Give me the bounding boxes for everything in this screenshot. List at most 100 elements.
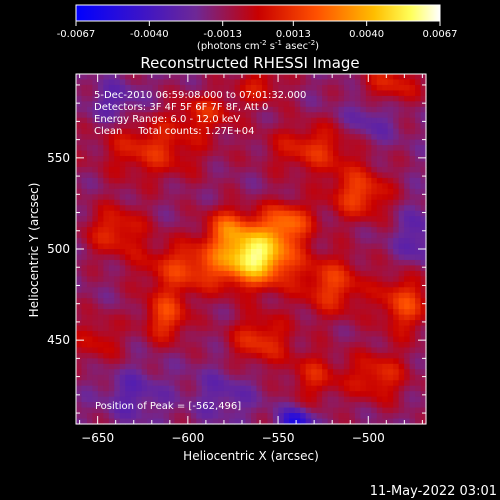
heatmap-cell: [382, 79, 389, 86]
heatmap-cell: [272, 172, 279, 179]
heatmap-cell: [229, 243, 236, 250]
heatmap-cell: [382, 106, 389, 113]
heatmap-cell: [108, 341, 115, 349]
heatmap-cell: [141, 303, 148, 310]
heatmap-cell: [114, 134, 121, 141]
heatmap-cell: [86, 172, 94, 179]
heatmap-cell: [387, 199, 394, 206]
heatmap-cell: [300, 74, 307, 81]
heatmap-cell: [327, 347, 334, 354]
heatmap-cell: [76, 402, 83, 409]
heatmap-cell: [300, 134, 307, 141]
heatmap-cell: [218, 391, 225, 398]
heatmap-cell: [245, 161, 252, 168]
heatmap-cell: [300, 325, 307, 332]
heatmap-cell: [283, 243, 290, 250]
heatmap-cell: [212, 210, 219, 217]
heatmap-cell: [125, 292, 132, 299]
heatmap-cell: [234, 221, 241, 228]
heatmap-cell: [223, 172, 230, 179]
heatmap-cell: [147, 188, 154, 195]
heatmap-cell: [179, 227, 186, 234]
heatmap-cell: [365, 380, 372, 387]
heatmap-cell: [212, 238, 219, 245]
heatmap-cell: [103, 325, 110, 332]
heatmap-cell: [179, 249, 186, 256]
heatmap-cell: [360, 74, 367, 81]
heatmap-cell: [207, 112, 214, 119]
heatmap-cell: [185, 413, 192, 420]
heatmap-cell: [97, 74, 104, 81]
heatmap-cell: [114, 112, 121, 119]
heatmap-cell: [174, 227, 181, 234]
heatmap-cell: [404, 325, 411, 332]
heatmap-cell: [152, 259, 159, 267]
heatmap-cell: [365, 216, 372, 223]
heatmap-cell: [360, 106, 367, 113]
heatmap-cell: [278, 238, 285, 245]
heatmap-cell: [141, 380, 148, 387]
heatmap-cell: [267, 418, 274, 425]
heatmap-cell: [125, 183, 132, 190]
heatmap-cell: [387, 336, 394, 343]
heatmap-cell: [168, 320, 176, 327]
heatmap-cell: [223, 95, 230, 102]
heatmap-cell: [158, 221, 165, 228]
heatmap-cell: [168, 276, 176, 283]
heatmap-cell: [163, 156, 170, 163]
heatmap-cell: [415, 145, 422, 152]
heatmap-cell: [371, 123, 378, 130]
heatmap-cell: [322, 172, 329, 179]
heatmap-cell: [261, 287, 269, 294]
heatmap-cell: [130, 150, 137, 157]
heatmap-cell: [338, 166, 345, 174]
heatmap-cell: [125, 238, 132, 245]
heatmap-cell: [382, 95, 389, 102]
x-tick-label: −650: [81, 431, 114, 445]
heatmap-cell: [86, 254, 94, 261]
heatmap-cell: [343, 380, 351, 387]
heatmap-cell: [108, 407, 115, 414]
heatmap-cell: [229, 183, 236, 190]
heatmap-cell: [147, 281, 154, 288]
heatmap-cell: [333, 95, 340, 102]
heatmap-cell: [201, 292, 208, 299]
heatmap-cell: [174, 391, 181, 398]
heatmap-cell: [278, 287, 285, 294]
heatmap-cell: [234, 402, 241, 409]
heatmap-cell: [382, 287, 389, 294]
heatmap-cell: [387, 123, 394, 130]
heatmap-cell: [234, 413, 241, 420]
heatmap-cell: [404, 374, 411, 381]
heatmap-cell: [229, 380, 236, 387]
heatmap-cell: [174, 352, 181, 359]
heatmap-cell: [130, 134, 137, 141]
heatmap-cell: [158, 298, 165, 305]
heatmap-cell: [333, 150, 340, 157]
heatmap-cell: [354, 407, 361, 414]
heatmap-cell: [382, 309, 389, 316]
heatmap-cell: [322, 396, 329, 403]
heatmap-cell: [196, 112, 203, 119]
heatmap-cell: [108, 123, 115, 130]
heatmap-cell: [256, 276, 263, 283]
heatmap-cell: [251, 188, 258, 195]
heatmap-cell: [393, 309, 400, 316]
heatmap-cell: [404, 194, 411, 201]
heatmap-cell: [103, 205, 110, 212]
heatmap-cell: [185, 150, 192, 157]
heatmap-cell: [272, 380, 279, 387]
heatmap-cell: [393, 117, 400, 124]
heatmap-cell: [256, 292, 263, 299]
heatmap-cell: [245, 369, 252, 376]
heatmap-cell: [158, 74, 165, 81]
heatmap-cell: [163, 413, 170, 420]
heatmap-cell: [393, 139, 400, 146]
heatmap-cell: [404, 161, 411, 168]
heatmap-cell: [223, 74, 230, 81]
heatmap-cell: [387, 259, 394, 267]
heatmap-cell: [278, 128, 285, 135]
heatmap-cell: [179, 95, 186, 102]
heatmap-cell: [212, 380, 219, 387]
heatmap-cell: [300, 303, 307, 310]
